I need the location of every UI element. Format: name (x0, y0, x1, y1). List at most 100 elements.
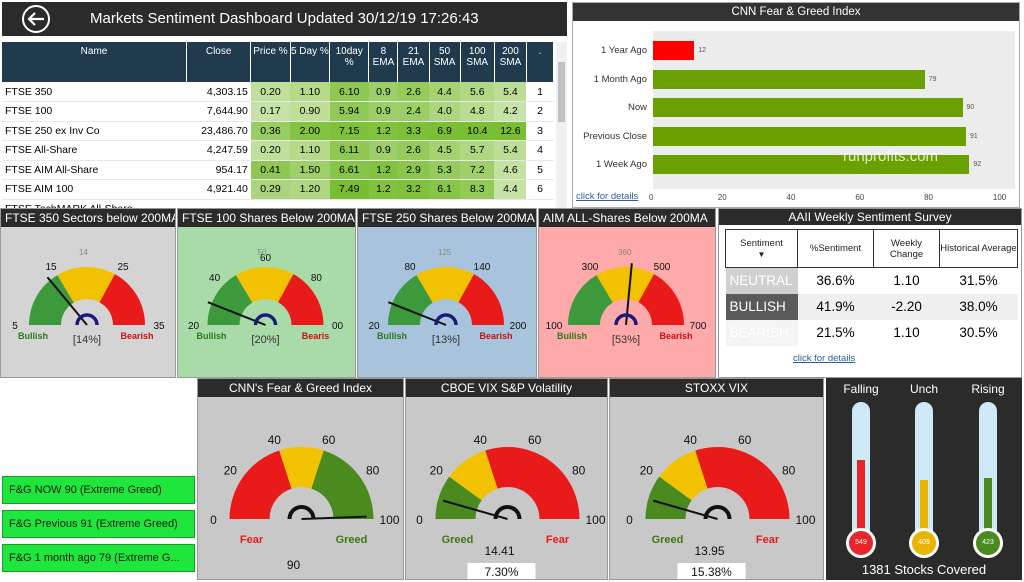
aaii-col-label: Weekly Change (889, 237, 924, 260)
table-row[interactable]: FTSE 350 4,303.15 0.20 1.10 6.10 0.9 2.6 4.4 5.6… (2, 82, 554, 102)
bar-now[interactable] (653, 98, 963, 117)
col-header[interactable]: 50 SMA (429, 42, 461, 82)
gauge-tick-label: 40 (209, 273, 221, 284)
col-header[interactable]: 21 EMA (397, 42, 430, 82)
big-gauge-left-label: Fear (240, 534, 264, 546)
gauge-segment (207, 275, 253, 325)
aaii-col-header[interactable]: %Sentiment (797, 229, 874, 268)
table-cell: 7.2 (460, 160, 495, 180)
table-cell: 7,644.90 (186, 101, 251, 122)
gauge-hub (253, 313, 278, 326)
fg-month-ago-box[interactable]: F&G 1 month ago 79 (Extreme G... (2, 544, 195, 572)
gauge-tick-label: 700 (690, 321, 707, 332)
big-gauge-tick-label: 20 (430, 464, 444, 478)
fg-previous-box[interactable]: F&G Previous 91 (Extreme Greed) (2, 510, 195, 538)
big-gauge-tick-label: 20 (640, 464, 654, 478)
table-cell: 2.6 (397, 140, 430, 161)
table-cell: 4.5 (429, 140, 461, 161)
bar-value-label: 90 (966, 104, 975, 111)
col-header[interactable]: . (526, 42, 554, 82)
table-cell: 1.2 (368, 121, 398, 141)
big-gauge-title: CNN's Fear & Greed Index (198, 379, 403, 397)
gauge-tick-label: 300 (582, 262, 599, 273)
table-row[interactable]: FTSE 250 ex Inv Co 23,486.70 0.36 2.00 7.15 1… (2, 121, 554, 141)
aaii-col-header[interactable]: Historical Average (939, 229, 1018, 268)
aaii-col-header[interactable]: Sentiment ▼ (725, 229, 798, 268)
col-header[interactable]: 8 EMA (368, 42, 399, 82)
back-button[interactable] (22, 5, 50, 33)
table-row[interactable]: FTSE AIM All-Share 954.17 0.41 1.50 6.61 1.2 2… (2, 160, 554, 180)
bar-1-week-ago[interactable] (653, 155, 970, 174)
gauge-tick-label: 80 (404, 262, 416, 273)
gauge-segment (278, 274, 324, 325)
table-cell: 6.1 (429, 179, 461, 200)
gauge-dial: 20 80 140 200 125 Bullish Bearish [13%] (368, 248, 526, 346)
table-cell: 1 (526, 82, 554, 102)
markets-table-header: Name Close Price % 5 Day % 10day % 8 EMA 21 EM… (2, 42, 554, 82)
col-header[interactable]: Price % (250, 42, 291, 82)
big-gauge-segment (485, 447, 580, 519)
big-gauge-segment (695, 447, 790, 519)
col-header[interactable]: Close (186, 42, 252, 82)
aaii-details-link[interactable]: click for details (793, 353, 856, 364)
table-cell: 0.36 (250, 121, 291, 141)
cnn-details-link[interactable]: click for details (576, 191, 639, 202)
table-cell: 1.2 (368, 160, 398, 180)
col-header[interactable]: 5 Day % (290, 42, 331, 82)
col-header[interactable]: Name (2, 42, 188, 82)
table-cell: 4.4 (429, 82, 461, 102)
big-gauge-panel: CNN's Fear & Greed Index 0 20 40 60 80 100 Fear… (197, 378, 404, 580)
table-cell: 10.4 (460, 121, 495, 141)
bar-1-month-ago[interactable] (653, 69, 925, 89)
table-cell: 0.20 (250, 140, 291, 161)
table-scrollbar[interactable] (556, 42, 567, 210)
gauge-segment (458, 274, 504, 325)
gauge-title: FTSE 100 Shares Below 200MA (178, 209, 355, 227)
big-gauge-tick-label: 40 (268, 433, 282, 447)
col-header[interactable]: 200 SMA (494, 42, 527, 82)
col-header[interactable]: 10day % (329, 42, 370, 82)
gauge-bearish-label: Bearish (120, 331, 153, 341)
gauge-panel: AIM ALL-Shares Below 200MA 100 300 500 700 36… (538, 208, 716, 378)
table-cell: 4,921.40 (186, 179, 251, 200)
big-gauge-right-label: Greed (336, 534, 368, 546)
big-gauge-change-value: 7.30% (484, 565, 518, 579)
table-cell: 23,486.70 (186, 121, 251, 141)
table-row[interactable]: FTSE AIM 100 4,921.40 0.29 1.20 7.49 1.2 3.2 6.… (2, 179, 554, 200)
aaii-change: 1.10 (893, 325, 920, 340)
scrollbar-thumb[interactable] (558, 62, 565, 122)
bar-1-year-ago[interactable] (653, 41, 695, 60)
gauge-dial: 5 15 25 35 14 Bullish Bearish [14%] (12, 248, 165, 346)
falling-label: Falling (843, 382, 879, 396)
big-gauge-segment (229, 450, 292, 519)
table-cell: 4.8 (460, 101, 495, 122)
unch-fill (920, 480, 928, 540)
back-arrow-icon (27, 12, 44, 26)
table-cell: 7.15 (329, 121, 369, 141)
gauge-title: AIM ALL-Shares Below 200MA (539, 209, 715, 227)
gauge-minor-label: 14 (79, 248, 88, 257)
gauge-percent: [14%] (73, 334, 101, 346)
aaii-row[interactable]: NEUTRAL 36.6% 1.10 31.5% (725, 267, 1018, 294)
aaii-row[interactable]: BULLISH 41.9% -2.20 38.0% (725, 293, 1018, 320)
aaii-row[interactable]: BEARISH 21.5% 1.10 30.5% (725, 319, 1018, 346)
aaii-col-header[interactable]: Weekly Change (873, 229, 940, 268)
big-gauge-title: STOXX VIX (610, 379, 823, 397)
big-gauge-right-label: Fear (756, 534, 780, 546)
bar-previous-close[interactable] (653, 126, 966, 146)
big-gauge-panel: STOXX VIX 0 20 40 60 80 100 Greed Fear 13.95 15.38… (609, 378, 824, 580)
big-gauge-tick-label: 80 (366, 464, 380, 478)
fg-now-box[interactable]: F&G NOW 90 (Extreme Greed) (2, 476, 195, 504)
table-row[interactable]: FTSE TechMARK All-Share (2, 199, 554, 210)
gauge-dial: 100 300 500 700 360 Bullish Bearish [53%] (546, 248, 707, 346)
table-cell: 4.4 (494, 179, 527, 200)
table-cell: 6.9 (429, 121, 461, 141)
col-header[interactable]: 100 SMA (460, 42, 495, 82)
aaii-sentiment-panel: AAII Weekly Sentiment Survey Sentiment ▼%… (718, 208, 1022, 378)
rising-fill (984, 478, 992, 540)
table-row[interactable]: FTSE All-Share 4,247.59 0.20 1.10 6.11 0.9 2.6… (2, 140, 554, 161)
table-row[interactable]: FTSE 100 7,644.90 0.17 0.90 5.94 0.9 2.4 4.0 4.8… (2, 101, 554, 122)
watermark: runprofits.com (843, 148, 939, 165)
x-tick-label: 80 (924, 193, 934, 202)
sort-down-icon[interactable]: ▼ (757, 249, 766, 259)
